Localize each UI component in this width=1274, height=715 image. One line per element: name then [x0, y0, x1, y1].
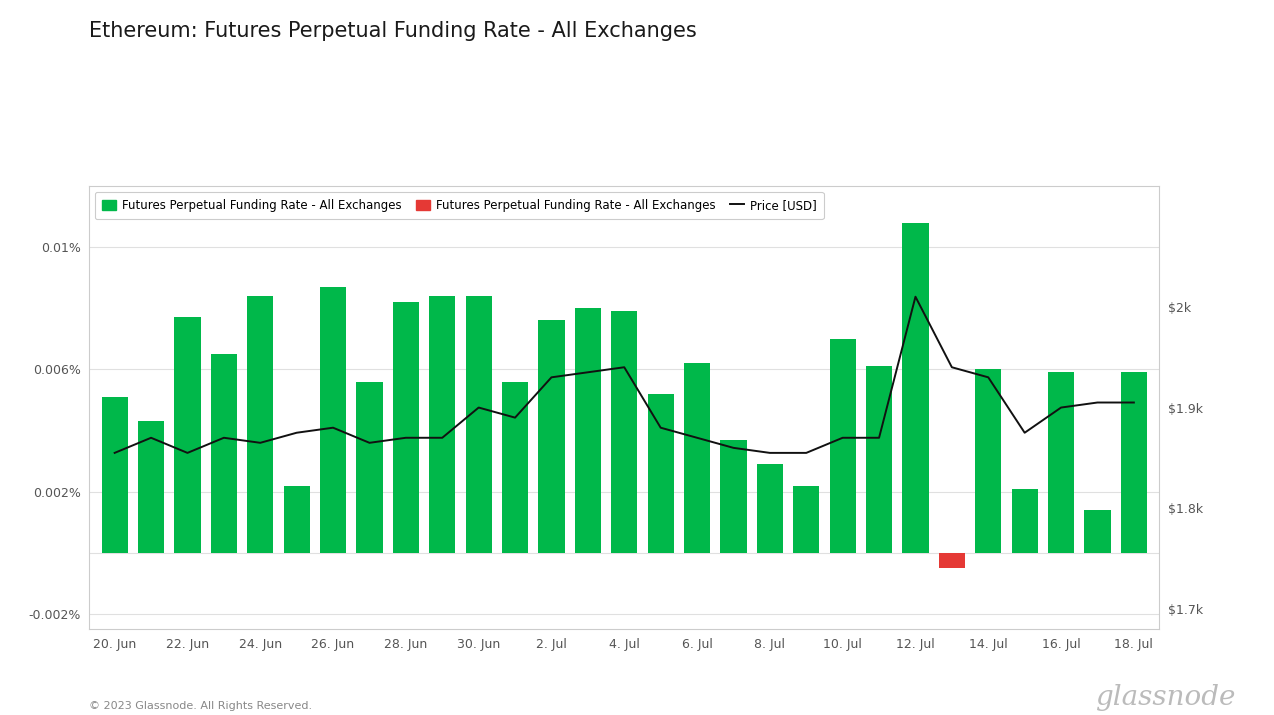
Bar [1012, 488, 1038, 553]
Bar [392, 302, 419, 553]
Bar [1049, 373, 1074, 553]
Bar [612, 311, 637, 553]
Bar [465, 296, 492, 553]
Text: © 2023 Glassnode. All Rights Reserved.: © 2023 Glassnode. All Rights Reserved. [89, 701, 312, 711]
Bar [539, 320, 564, 553]
Bar [975, 370, 1001, 553]
Bar [502, 382, 529, 553]
Text: glassnode: glassnode [1096, 684, 1236, 711]
Bar [866, 366, 892, 553]
Bar [720, 440, 747, 553]
Bar [102, 397, 127, 553]
Bar [210, 354, 237, 553]
Bar [829, 339, 856, 553]
Bar [284, 485, 310, 553]
Bar [575, 308, 601, 553]
Bar [247, 296, 274, 553]
Bar [357, 382, 382, 553]
Bar [138, 421, 164, 553]
Bar [320, 287, 347, 553]
Bar [684, 363, 710, 553]
Legend: Futures Perpetual Funding Rate - All Exchanges, Futures Perpetual Funding Rate -: Futures Perpetual Funding Rate - All Exc… [96, 192, 824, 219]
Bar [939, 553, 964, 568]
Bar [902, 222, 929, 553]
Bar [757, 464, 784, 553]
Bar [1084, 510, 1111, 553]
Bar [647, 394, 674, 553]
Bar [794, 485, 819, 553]
Bar [175, 317, 200, 553]
Text: Ethereum: Futures Perpetual Funding Rate - All Exchanges: Ethereum: Futures Perpetual Funding Rate… [89, 21, 697, 41]
Bar [429, 296, 455, 553]
Bar [1121, 373, 1147, 553]
